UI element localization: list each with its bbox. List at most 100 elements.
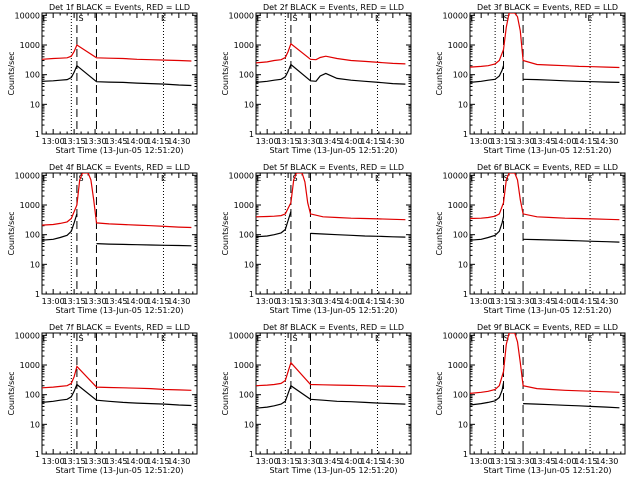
marker-label: S bbox=[79, 334, 84, 343]
y-tick-label: 1000 bbox=[448, 361, 468, 370]
y-tick-label: 100 bbox=[239, 391, 254, 400]
x-tick-label: 13:45 bbox=[104, 137, 127, 146]
x-tick-label: 13:30 bbox=[84, 457, 107, 466]
y-tick-label: 10 bbox=[244, 420, 254, 429]
x-tick-label: 13:45 bbox=[104, 457, 127, 466]
events-series-line bbox=[96, 243, 192, 247]
x-tick-label: 13:00 bbox=[256, 297, 279, 306]
marker-label: E bbox=[256, 14, 261, 23]
panel-det-6: 1 10 100 1000 10000 13:0013:1513:3013:4514:00… bbox=[435, 163, 626, 315]
x-axis-label: Start Time (13-Jun-05 12:51:20) bbox=[270, 466, 398, 475]
events-series-line bbox=[42, 64, 192, 87]
marker-label: S bbox=[293, 14, 298, 23]
x-tick-label: 14:00 bbox=[553, 137, 576, 146]
x-tick-label: 14:15 bbox=[360, 457, 383, 466]
y-tick-label: 10000 bbox=[229, 171, 254, 180]
y-tick-label: 1 bbox=[249, 290, 254, 299]
y-tick-label: 1000 bbox=[20, 41, 40, 50]
y-tick-label: 100 bbox=[453, 391, 468, 400]
x-tick-label: 14:00 bbox=[553, 457, 576, 466]
series-group bbox=[470, 173, 620, 243]
x-tick-label: 13:30 bbox=[298, 457, 321, 466]
x-tick-label: 13:30 bbox=[512, 297, 535, 306]
panel-det-2: 1 10 100 1000 10000 13:0013:1513:3013:4514:00… bbox=[221, 3, 412, 155]
panel-det-3: 1 10 100 1000 10000 13:0013:1513:3013:4514:00… bbox=[435, 3, 626, 155]
x-tick-label: 14:30 bbox=[595, 457, 618, 466]
y-tick-label: 100 bbox=[25, 391, 40, 400]
events-series-line bbox=[523, 78, 620, 83]
marker-label: E bbox=[375, 14, 380, 23]
x-tick-label: 13:45 bbox=[532, 137, 555, 146]
x-axis-label: Start Time (13-Jun-05 12:51:20) bbox=[484, 146, 612, 155]
y-tick-label: 100 bbox=[25, 71, 40, 80]
panel-det-5: 1 10 100 1000 10000 13:0013:1513:3013:4514:00… bbox=[221, 163, 412, 315]
plot-frame bbox=[41, 332, 198, 455]
y-tick-label: 10000 bbox=[443, 331, 468, 340]
x-tick-label: 13:30 bbox=[512, 457, 535, 466]
y-tick-label: 1 bbox=[249, 450, 254, 459]
marker-label: E bbox=[588, 334, 593, 343]
lld-series-line bbox=[470, 333, 620, 394]
x-tick-label: 13:30 bbox=[298, 137, 321, 146]
plot-frame bbox=[469, 332, 626, 455]
x-tick-label: 13:15 bbox=[491, 297, 514, 306]
y-tick-label: 1000 bbox=[234, 361, 254, 370]
marker-label: S bbox=[504, 14, 509, 23]
x-tick-label: 13:00 bbox=[256, 457, 279, 466]
panel-det-1: 1 10 100 1000 10000 13:0013:1513:3013:4514:00… bbox=[7, 3, 198, 155]
x-axis-label: Start Time (13-Jun-05 12:51:20) bbox=[56, 466, 184, 475]
y-tick-label: 10000 bbox=[443, 11, 468, 20]
series-group bbox=[256, 173, 406, 238]
x-tick-label: 13:30 bbox=[84, 137, 107, 146]
y-tick-label: 10000 bbox=[15, 11, 40, 20]
x-tick-label: 13:15 bbox=[63, 297, 86, 306]
y-tick-label: 100 bbox=[239, 71, 254, 80]
y-tick-label: 1 bbox=[463, 130, 468, 139]
y-tick-label: 10000 bbox=[15, 331, 40, 340]
x-tick-label: 13:00 bbox=[470, 457, 493, 466]
marker-label: S bbox=[293, 334, 298, 343]
marker-label: E bbox=[470, 14, 475, 23]
marker-label: E bbox=[588, 14, 593, 23]
x-tick-label: 13:30 bbox=[512, 137, 535, 146]
y-tick-label: 10 bbox=[30, 100, 40, 109]
x-tick-label: 14:15 bbox=[574, 457, 597, 466]
events-series-line bbox=[470, 65, 505, 83]
events-series-line bbox=[256, 211, 292, 238]
y-tick-label: 10 bbox=[458, 420, 468, 429]
plot-frame bbox=[255, 332, 412, 455]
x-tick-label: 14:15 bbox=[146, 457, 169, 466]
x-tick-label: 13:15 bbox=[277, 297, 300, 306]
x-tick-label: 13:00 bbox=[42, 297, 65, 306]
events-series-line bbox=[310, 232, 406, 238]
x-tick-label: 13:15 bbox=[277, 457, 300, 466]
y-tick-label: 1000 bbox=[20, 201, 40, 210]
y-tick-label: 100 bbox=[453, 71, 468, 80]
y-tick-label: 10000 bbox=[443, 171, 468, 180]
plot-frame bbox=[41, 12, 198, 135]
lld-series-line bbox=[256, 361, 406, 388]
marker-label: E bbox=[42, 174, 47, 183]
x-tick-label: 14:00 bbox=[125, 457, 148, 466]
events-series-line bbox=[256, 63, 406, 85]
y-tick-label: 1 bbox=[35, 130, 40, 139]
marker-label: E bbox=[588, 174, 593, 183]
x-tick-label: 14:30 bbox=[595, 297, 618, 306]
x-axis-label: Start Time (13-Jun-05 12:51:20) bbox=[56, 146, 184, 155]
panel-title: Det 2f BLACK = Events, RED = LLD bbox=[263, 3, 404, 12]
marker-label: S bbox=[79, 14, 84, 23]
y-axis-label: Counts/sec bbox=[7, 371, 16, 415]
x-tick-label: 13:15 bbox=[63, 137, 86, 146]
panel-det-7: 1 10 100 1000 10000 13:0013:1513:3013:4514:00… bbox=[7, 323, 198, 475]
marker-label: E bbox=[161, 174, 166, 183]
marker-label: S bbox=[79, 174, 84, 183]
x-tick-label: 13:15 bbox=[491, 457, 514, 466]
y-tick-label: 1 bbox=[35, 450, 40, 459]
y-tick-label: 10 bbox=[30, 420, 40, 429]
y-tick-label: 1 bbox=[249, 130, 254, 139]
panel-det-9: 1 10 100 1000 10000 13:0013:1513:3013:4514:00… bbox=[435, 323, 626, 475]
x-axis-label: Start Time (13-Jun-05 12:51:20) bbox=[484, 466, 612, 475]
events-series-line bbox=[523, 238, 620, 243]
x-tick-label: 14:30 bbox=[381, 457, 404, 466]
panel-title: Det 7f BLACK = Events, RED = LLD bbox=[49, 323, 190, 332]
